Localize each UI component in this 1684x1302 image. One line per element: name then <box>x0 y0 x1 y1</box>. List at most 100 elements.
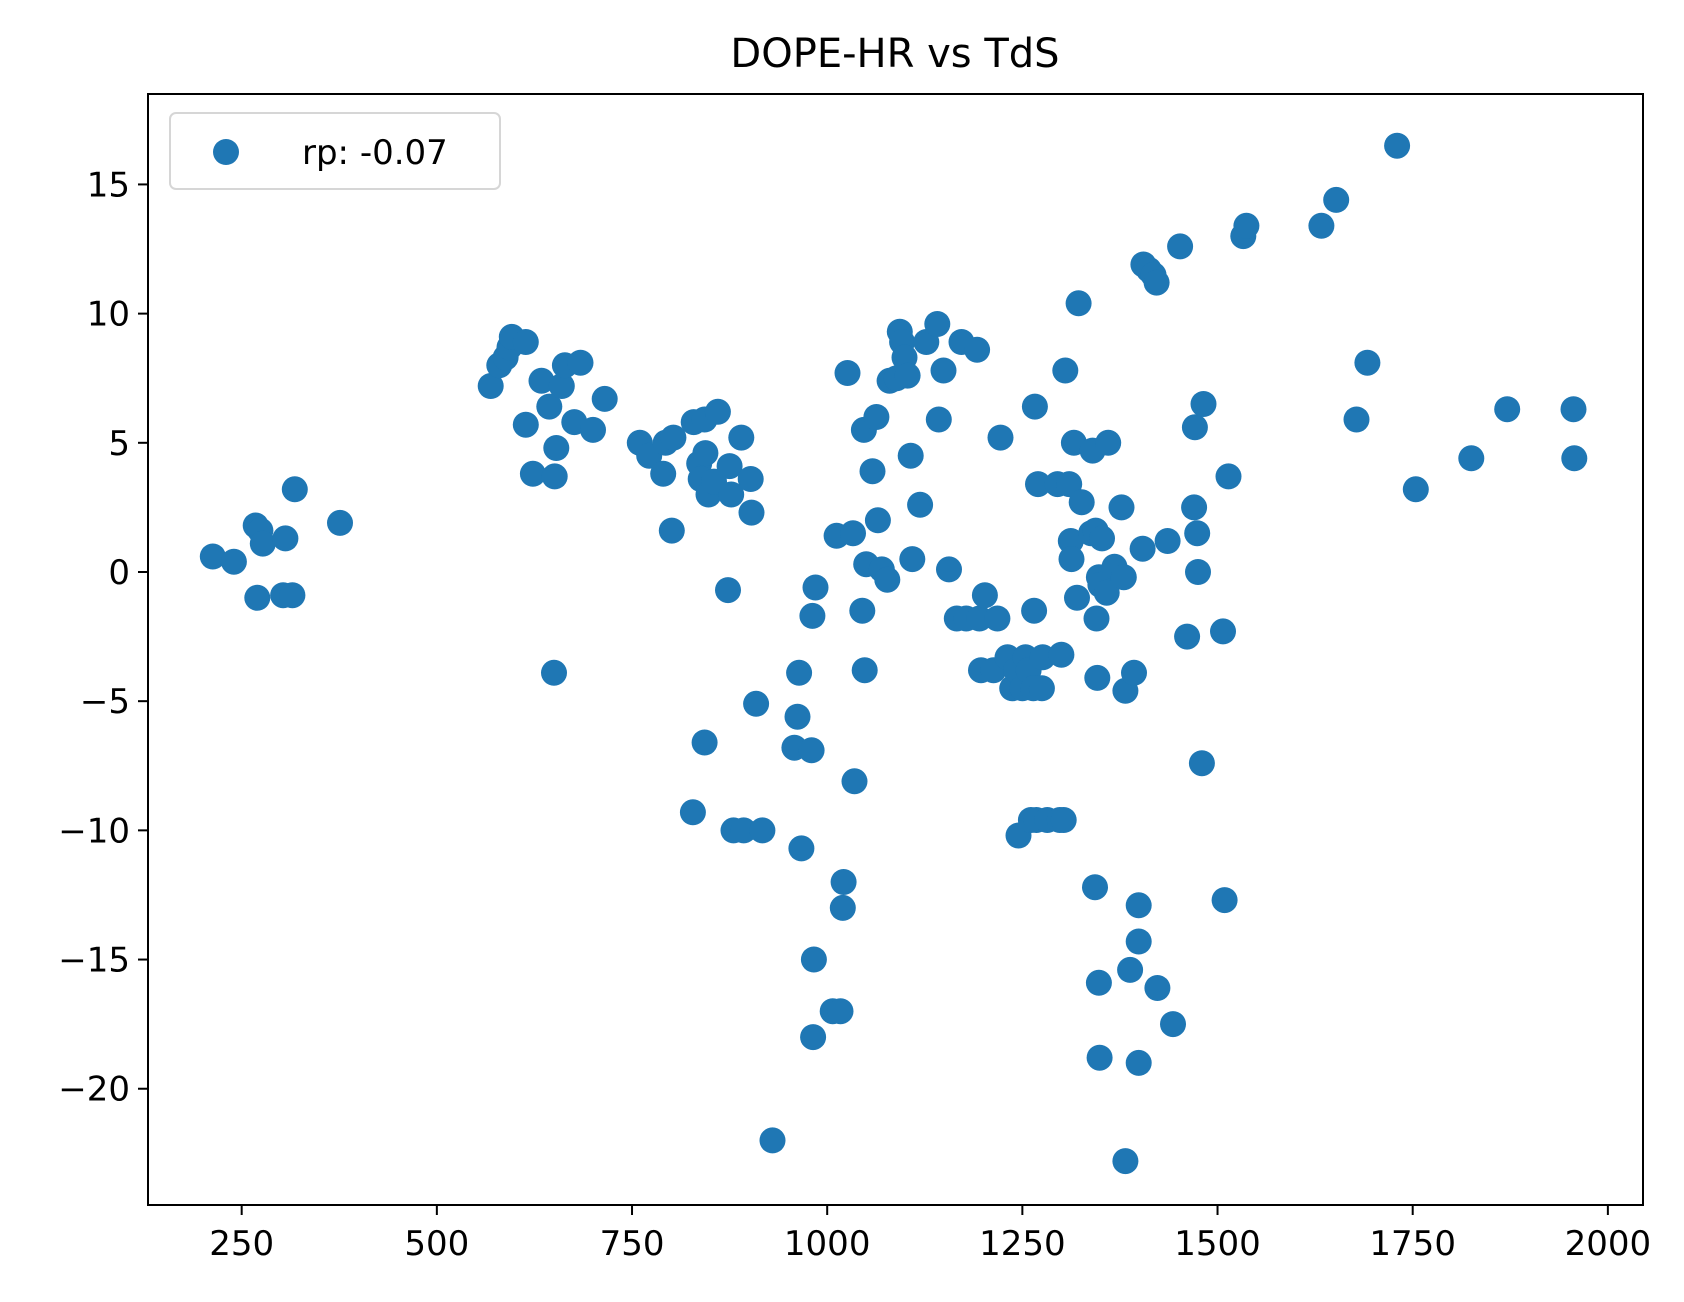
data-point <box>1084 664 1111 691</box>
data-point <box>830 869 857 895</box>
data-point <box>658 517 685 544</box>
data-point <box>1125 1049 1152 1076</box>
data-point <box>477 373 504 399</box>
data-point <box>1154 528 1181 554</box>
data-point <box>1384 132 1411 159</box>
data-point <box>1082 874 1108 901</box>
x-tick-label: 500 <box>404 1224 469 1264</box>
data-point <box>279 582 306 609</box>
data-point <box>840 520 866 547</box>
data-point <box>220 548 247 575</box>
data-point <box>244 584 271 611</box>
data-point <box>1028 675 1055 702</box>
data-point <box>199 543 226 570</box>
data-point <box>749 817 776 844</box>
data-point <box>743 690 770 717</box>
data-point <box>1086 1044 1113 1071</box>
data-point <box>798 737 825 764</box>
data-point <box>863 404 890 430</box>
data-point <box>1210 618 1236 645</box>
data-point <box>1125 928 1152 955</box>
data-point <box>936 556 962 583</box>
data-point <box>536 393 563 420</box>
data-point <box>1065 290 1092 317</box>
x-tick-label: 1500 <box>1174 1224 1261 1264</box>
data-point <box>987 424 1014 451</box>
data-point <box>1181 414 1208 441</box>
data-point <box>1112 1148 1139 1175</box>
data-point <box>930 357 957 384</box>
data-point <box>1050 807 1077 833</box>
legend: rp: -0.07 <box>169 112 501 190</box>
x-tick-label: 250 <box>209 1224 274 1264</box>
data-point <box>759 1127 786 1154</box>
data-point <box>1233 212 1260 239</box>
data-point <box>519 460 546 487</box>
data-point <box>1181 494 1208 521</box>
data-point <box>841 768 868 795</box>
data-point <box>849 597 876 624</box>
data-point <box>924 311 951 337</box>
data-point <box>834 360 861 386</box>
data-point <box>894 362 921 389</box>
data-point <box>984 605 1011 632</box>
x-tick-label: 750 <box>600 1224 665 1264</box>
data-point <box>786 659 813 686</box>
data-point <box>1184 520 1211 547</box>
data-point <box>971 582 998 609</box>
data-point <box>788 835 815 862</box>
data-point <box>1089 525 1115 552</box>
x-tick-label: 1000 <box>784 1224 871 1264</box>
y-tick-label: −15 <box>58 941 130 981</box>
data-point <box>716 453 743 480</box>
data-point <box>864 507 891 534</box>
data-point <box>1402 476 1429 503</box>
data-point <box>543 435 570 461</box>
data-point <box>512 411 539 438</box>
data-point <box>1211 887 1238 914</box>
y-tick-label: −10 <box>58 811 130 851</box>
data-point <box>1144 975 1171 1001</box>
data-point <box>567 349 594 376</box>
data-point <box>784 703 811 730</box>
data-point <box>679 799 706 826</box>
data-point <box>1125 892 1152 919</box>
data-point <box>899 546 926 573</box>
data-point <box>1068 489 1095 516</box>
data-point <box>800 946 827 973</box>
data-point <box>859 458 886 485</box>
data-point <box>964 336 991 363</box>
data-points <box>199 132 1588 1175</box>
data-point <box>715 577 741 604</box>
data-point <box>874 566 901 593</box>
data-point <box>802 574 829 601</box>
x-tick-label: 1750 <box>1369 1224 1456 1264</box>
data-point <box>1143 269 1170 296</box>
data-point <box>1174 623 1201 650</box>
data-point <box>1308 212 1335 239</box>
data-point <box>548 373 575 399</box>
chart-title: DOPE-HR vs TdS <box>730 31 1059 77</box>
data-point <box>829 894 856 921</box>
y-tick-label: 10 <box>87 295 130 335</box>
data-point <box>738 499 765 526</box>
y-tick-label: 15 <box>87 165 130 205</box>
data-point <box>907 491 934 518</box>
data-point <box>1025 471 1051 498</box>
data-point <box>1110 564 1137 591</box>
data-point <box>1185 559 1211 585</box>
data-point <box>800 1024 827 1051</box>
data-point <box>541 659 567 686</box>
data-point <box>966 605 993 632</box>
data-point <box>580 416 606 443</box>
plot-frame <box>147 93 1644 1206</box>
data-point <box>730 817 757 844</box>
data-point <box>1108 494 1135 521</box>
data-point <box>1095 429 1122 456</box>
data-point <box>327 509 353 536</box>
data-point <box>704 398 731 425</box>
data-point <box>1117 956 1144 983</box>
data-point <box>1093 579 1120 606</box>
data-point <box>1058 546 1085 573</box>
